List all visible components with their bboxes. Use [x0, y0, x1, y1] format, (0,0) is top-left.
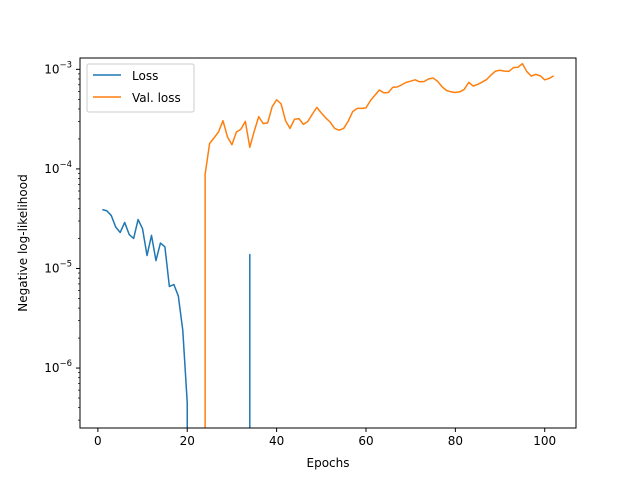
x-tick-label: 40: [269, 434, 284, 448]
x-axis: 0 20 40 60 80 100: [94, 428, 556, 448]
series-line-loss: [102, 210, 187, 434]
x-tick-label: 100: [533, 434, 556, 448]
legend-label-loss: Loss: [132, 69, 158, 83]
legend-label-val-loss: Val. loss: [132, 91, 181, 105]
legend: Loss Val. loss: [87, 64, 194, 112]
x-tick-label: 60: [358, 434, 373, 448]
x-tick-label: 0: [94, 434, 102, 448]
y-tick-label: 10−4: [44, 160, 72, 176]
y-axis-label: Negative log-likelihood: [16, 174, 30, 311]
y-axis: 10−6 10−5 10−4 10−3: [44, 60, 80, 420]
series-layer: [102, 64, 553, 434]
x-axis-label: Epochs: [307, 456, 350, 470]
x-tick-label: 80: [448, 434, 463, 448]
y-tick-label: 10−3: [44, 60, 72, 76]
y-tick-label: 10−5: [44, 259, 72, 275]
x-tick-label: 20: [180, 434, 195, 448]
series-line-val-loss: [205, 64, 554, 434]
y-tick-label: 10−6: [44, 359, 72, 375]
plot-frame: [80, 58, 576, 428]
